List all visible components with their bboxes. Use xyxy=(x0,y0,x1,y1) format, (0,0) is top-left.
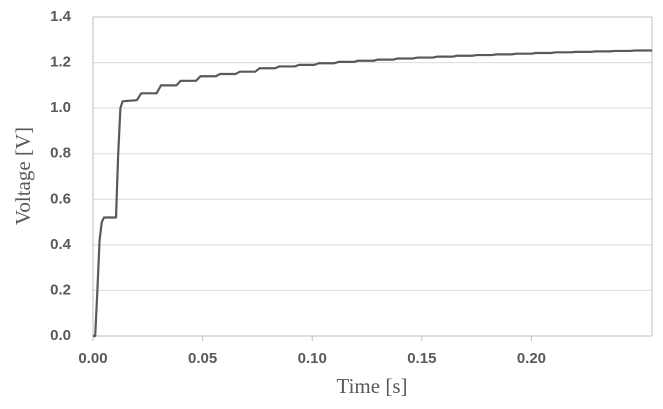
y-axis-title: Voltage [V] xyxy=(11,127,35,225)
y-tick-label: 0.4 xyxy=(50,236,72,253)
x-tick-label: 0.10 xyxy=(298,350,327,367)
y-tick-label: 0.6 xyxy=(50,190,71,207)
data-line xyxy=(93,49,652,338)
y-tick-label: 1.2 xyxy=(50,54,71,71)
x-tick-label: 0.20 xyxy=(517,350,546,367)
y-tick-label: 0.2 xyxy=(50,281,71,298)
y-tick-label: 1.0 xyxy=(50,99,71,116)
x-tick-label: 0.00 xyxy=(78,350,107,367)
y-tick-label: 1.4 xyxy=(50,8,72,25)
y-tick-label: 0.0 xyxy=(50,327,71,344)
x-axis-title: Time [s] xyxy=(337,374,408,398)
x-tick-label: 0.15 xyxy=(407,350,436,367)
y-tick-label: 0.8 xyxy=(50,145,71,162)
x-tick-label: 0.05 xyxy=(188,350,217,367)
